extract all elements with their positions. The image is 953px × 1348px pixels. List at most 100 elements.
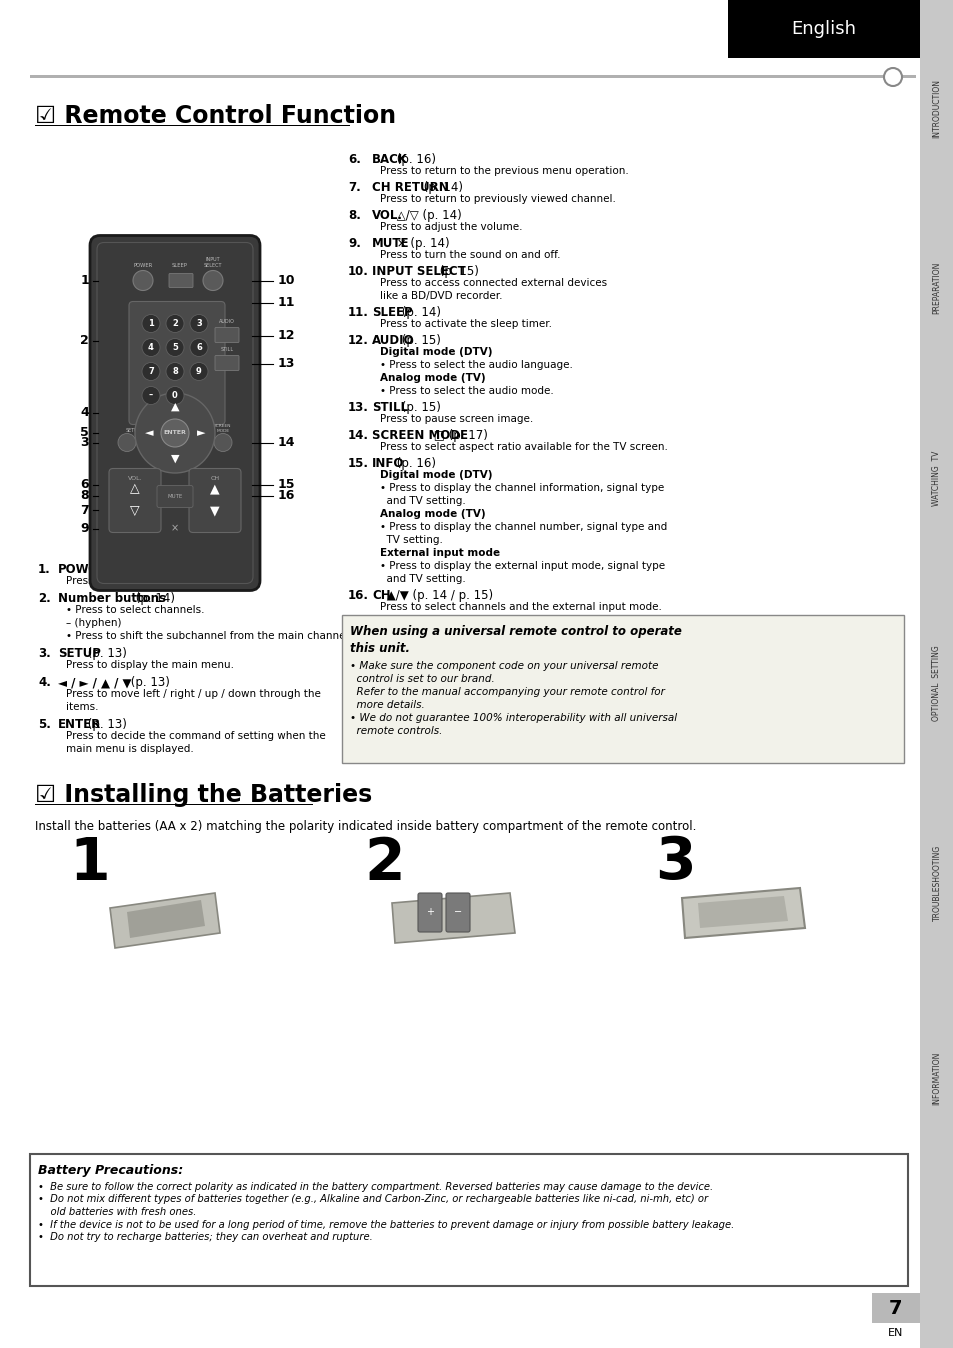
FancyBboxPatch shape [109, 469, 161, 532]
FancyBboxPatch shape [341, 615, 903, 763]
Text: INTRODUCTION: INTRODUCTION [931, 78, 941, 137]
Text: Press to access connected external devices: Press to access connected external devic… [379, 278, 606, 288]
Text: 10: 10 [277, 274, 295, 287]
Text: 1: 1 [148, 319, 153, 328]
Text: 3.: 3. [38, 647, 51, 661]
Text: 2: 2 [172, 319, 178, 328]
Text: SLEEP: SLEEP [172, 263, 188, 268]
Text: 5: 5 [80, 426, 89, 439]
Text: Press to select channels and the external input mode.: Press to select channels and the externa… [379, 603, 661, 612]
Text: like a BD/DVD recorder.: like a BD/DVD recorder. [379, 291, 502, 301]
Circle shape [142, 338, 160, 356]
Text: more details.: more details. [350, 700, 424, 710]
Text: control is set to our brand.: control is set to our brand. [350, 674, 495, 683]
Text: Press to adjust the volume.: Press to adjust the volume. [379, 222, 522, 232]
Text: STILL: STILL [372, 400, 408, 414]
Text: and TV setting.: and TV setting. [379, 574, 465, 584]
Text: 10.: 10. [348, 266, 369, 278]
Text: 8: 8 [80, 489, 89, 501]
Circle shape [190, 363, 208, 380]
Text: ◄: ◄ [145, 429, 153, 438]
Text: 4: 4 [148, 342, 153, 352]
Circle shape [214, 477, 231, 493]
Text: Press to turn the unit on and off.: Press to turn the unit on and off. [66, 576, 234, 586]
Polygon shape [681, 888, 804, 938]
Circle shape [166, 387, 184, 404]
Text: ▲: ▲ [210, 483, 219, 495]
Text: SETUP: SETUP [58, 647, 101, 661]
Text: SCREEN MODE: SCREEN MODE [372, 429, 468, 442]
Text: MUTE: MUTE [167, 493, 182, 499]
Text: +: + [426, 907, 434, 917]
Text: △/▽ (p. 14): △/▽ (p. 14) [393, 209, 461, 222]
Text: INPUT
SELECT: INPUT SELECT [204, 257, 222, 268]
Bar [871, 1293, 919, 1322]
Text: 5: 5 [172, 342, 178, 352]
Text: −: − [454, 907, 461, 917]
Text: ▼: ▼ [171, 454, 179, 464]
Text: Digital mode (DTV): Digital mode (DTV) [379, 470, 492, 480]
Text: (p. 15): (p. 15) [436, 266, 478, 278]
Text: •  Do not mix different types of batteries together (e.g., Alkaline and Carbon-Z: • Do not mix different types of batterie… [38, 1194, 707, 1205]
Text: ▽: ▽ [130, 504, 140, 518]
Text: 2.: 2. [38, 592, 51, 605]
Text: • Press to display the channel information, signal type: • Press to display the channel informati… [379, 483, 663, 493]
Circle shape [166, 314, 184, 333]
Circle shape [161, 419, 189, 448]
Text: 7: 7 [148, 367, 153, 376]
Bar [35, 124, 350, 125]
Text: 12.: 12. [348, 334, 369, 346]
Text: 1: 1 [70, 834, 111, 891]
Text: • Press to shift the subchannel from the main channel.: • Press to shift the subchannel from the… [66, 631, 352, 642]
Text: SCREEN
MODE: SCREEN MODE [214, 425, 232, 433]
Text: △: △ [130, 483, 140, 495]
Text: 3: 3 [80, 435, 89, 449]
Circle shape [213, 434, 232, 452]
Text: INFO: INFO [217, 473, 229, 477]
Circle shape [142, 363, 160, 380]
Text: VOL.: VOL. [372, 209, 402, 222]
Text: 1.: 1. [38, 563, 51, 576]
Text: CH RETURN: CH RETURN [372, 181, 448, 194]
Text: Press to return to the previous menu operation.: Press to return to the previous menu ope… [379, 166, 628, 177]
Text: Press to activate the sleep timer.: Press to activate the sleep timer. [379, 319, 552, 329]
FancyBboxPatch shape [157, 485, 193, 507]
FancyBboxPatch shape [90, 236, 260, 590]
Text: 11: 11 [277, 297, 295, 309]
Text: □ (p. 17): □ (p. 17) [430, 429, 488, 442]
Text: TV setting.: TV setting. [379, 535, 442, 545]
FancyBboxPatch shape [214, 356, 239, 371]
Circle shape [119, 477, 135, 493]
Text: ▲/▼ (p. 14 / p. 15): ▲/▼ (p. 14 / p. 15) [382, 589, 492, 603]
Text: ENTER: ENTER [58, 718, 101, 731]
Text: Press to pause screen image.: Press to pause screen image. [379, 414, 533, 425]
Text: PREPARATION: PREPARATION [931, 262, 941, 314]
Text: POWER: POWER [133, 263, 152, 268]
Text: 2: 2 [80, 334, 89, 346]
Text: main menu is displayed.: main menu is displayed. [66, 744, 193, 754]
Text: • We do not guarantee 100% interoperability with all universal: • We do not guarantee 100% interoperabil… [350, 713, 677, 723]
Text: VOL.: VOL. [128, 476, 142, 481]
Text: 11.: 11. [348, 306, 369, 319]
Text: INFORMATION: INFORMATION [931, 1051, 941, 1105]
Text: Press to move left / right / up / down through the: Press to move left / right / up / down t… [66, 689, 320, 700]
Text: (p. 14): (p. 14) [132, 592, 175, 605]
Text: 3: 3 [654, 834, 695, 891]
Text: 13.: 13. [348, 400, 369, 414]
Text: 15.: 15. [348, 457, 369, 470]
Text: (p. 13): (p. 13) [127, 675, 170, 689]
Text: POWER: POWER [58, 563, 107, 576]
Text: Analog mode (TV): Analog mode (TV) [379, 510, 485, 519]
Text: Press to display the main menu.: Press to display the main menu. [66, 661, 233, 670]
Text: • Press to display the channel number, signal type and: • Press to display the channel number, s… [379, 522, 666, 532]
Text: STILL: STILL [220, 346, 233, 352]
Text: When using a universal remote control to operate
this unit.: When using a universal remote control to… [350, 625, 681, 655]
Text: OPTIONAL  SETTING: OPTIONAL SETTING [931, 646, 941, 721]
Text: and TV setting.: and TV setting. [379, 496, 465, 506]
Circle shape [190, 338, 208, 356]
Text: Battery Precautions:: Battery Precautions: [38, 1165, 183, 1177]
Text: 8: 8 [172, 367, 177, 376]
Text: (p. 14): (p. 14) [419, 181, 462, 194]
Text: Press to decide the command of setting when the: Press to decide the command of setting w… [66, 731, 325, 741]
FancyBboxPatch shape [129, 302, 225, 425]
